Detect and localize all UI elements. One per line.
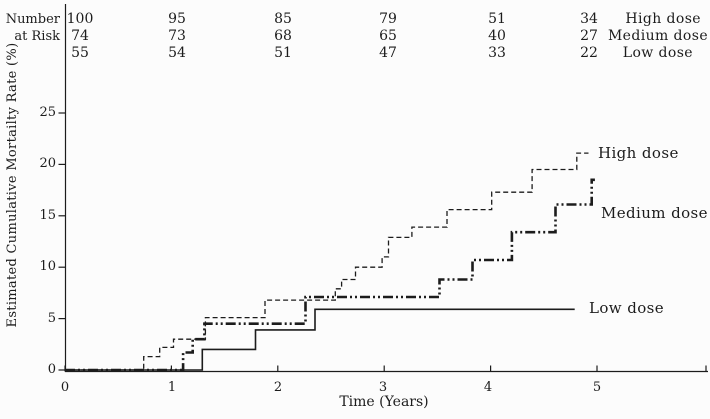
x-tick-label: 0 — [60, 380, 70, 395]
risk-table-series-label-medium: Medium dose — [607, 28, 708, 44]
risk-count: 100 — [66, 11, 94, 27]
risk-count: 33 — [488, 45, 506, 61]
risk-count: 68 — [274, 28, 292, 44]
risk-count: 95 — [168, 11, 186, 27]
curve-label-low-dose: Low dose — [589, 299, 665, 317]
series-line-low-dose — [65, 308, 575, 371]
y-tick-label: 25 — [39, 105, 56, 120]
risk-count: 51 — [488, 11, 506, 27]
series-line-medium-dose — [65, 178, 595, 372]
risk-table-series-label-high: High dose — [625, 11, 701, 27]
curve-label-high-dose: High dose — [598, 144, 679, 162]
risk-count: 73 — [168, 28, 186, 44]
risk-table-header-line1: Number — [5, 12, 60, 27]
y-tick-label: 0 — [47, 362, 56, 377]
risk-count: 22 — [580, 45, 598, 61]
risk-table-series-label-low: Low dose — [622, 45, 693, 61]
curve-label-medium-dose: Medium dose — [601, 204, 708, 222]
x-tick-label: 1 — [167, 380, 177, 395]
x-tick-label: 3 — [378, 380, 388, 395]
x-tick-label: 2 — [273, 380, 283, 395]
y-tick-label: 15 — [39, 208, 56, 223]
risk-count: 54 — [168, 45, 186, 61]
risk-count: 79 — [379, 11, 397, 27]
y-tick-label: 5 — [47, 311, 56, 326]
x-tick-label: 5 — [592, 380, 602, 395]
risk-count: 55 — [71, 45, 89, 61]
risk-count: 47 — [379, 45, 397, 61]
y-tick-label: 10 — [39, 259, 56, 274]
risk-table-header-line2: at Risk — [14, 29, 60, 44]
y-axis-title: Estimated Cumulative Mortailty Rate (%) — [5, 42, 20, 328]
risk-count: 34 — [580, 11, 598, 27]
x-tick-label: 4 — [483, 380, 493, 395]
risk-count: 85 — [274, 11, 292, 27]
series-line-high-dose — [65, 152, 589, 371]
risk-count: 65 — [379, 28, 397, 44]
risk-count: 51 — [274, 45, 292, 61]
risk-count: 40 — [488, 28, 506, 44]
risk-count: 74 — [71, 28, 89, 44]
y-tick-label: 20 — [39, 156, 56, 171]
risk-count: 27 — [580, 28, 598, 44]
x-axis-title: Time (Years) — [339, 394, 429, 410]
